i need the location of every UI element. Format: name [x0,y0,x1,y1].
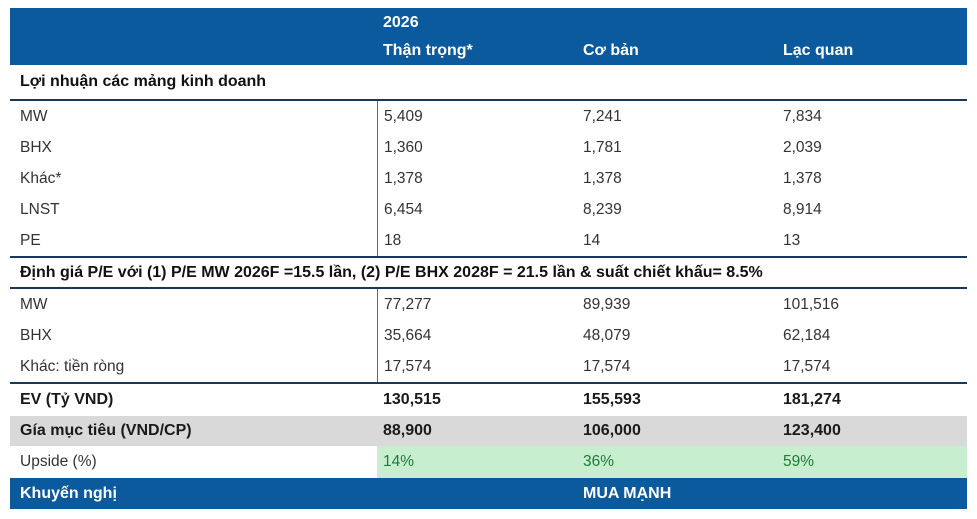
header-col-optimistic: Lạc quan [783,42,854,59]
row-label: Gía mục tiêu (VND/CP) [20,422,192,439]
spacer [377,478,577,509]
table-row-lnst: LNST 6,454 8,239 8,914 [10,194,967,225]
recommendation-label: Khuyến nghị [20,484,117,502]
table-row-upside: Upside (%) 14% 36% 59% [10,446,967,478]
row-label: Khác* [20,169,62,187]
row-value: 35,664 [377,320,577,351]
row-value: 1,360 [377,132,577,163]
row-value: 1,378 [583,169,622,187]
section-title-valuation: Định giá P/E với (1) P/E MW 2026F =15.5 … [10,256,967,289]
table-row-net-cash: Khác: tiền ròng 17,574 17,574 17,574 [10,351,967,382]
row-label: BHX [20,138,52,156]
row-value: 48,079 [583,326,631,344]
row-label: MW [20,295,48,313]
table-header: 2026 Thận trọng* Cơ bản Lạc quan [10,8,967,65]
table-row-ev: EV (Tỷ VND) 130,515 155,593 181,274 [10,382,967,416]
header-col-base: Cơ bản [583,42,639,59]
row-value: 17,574 [377,351,577,382]
row-value: 13 [783,231,801,249]
row-value: 7,834 [783,107,822,125]
row-label: PE [20,231,41,249]
row-value: 17,574 [783,357,831,375]
row-value: 77,277 [377,289,577,320]
row-value: 7,241 [583,107,622,125]
table-row-bhx: BHX 1,360 1,781 2,039 [10,132,967,163]
upside-value: 14% [377,446,577,478]
row-value: 17,574 [583,357,631,375]
row-value: 2,039 [783,138,822,156]
row-value: 106,000 [583,422,641,439]
table-row-mw: MW 5,409 7,241 7,834 [10,101,967,132]
table-row-target-price: Gía mục tiêu (VND/CP) 88,900 106,000 123… [10,416,967,446]
row-value: 6,454 [377,194,577,225]
table-row-pe: PE 18 14 13 [10,225,967,256]
row-value: 181,274 [783,391,841,408]
upside-value: 36% [577,446,777,478]
recommendation-value: MUA MẠNH [583,484,672,502]
spacer [777,478,967,509]
row-value: 155,593 [583,391,641,408]
row-value: 130,515 [383,391,441,408]
row-value: 123,400 [783,422,841,439]
row-value: 18 [377,225,577,256]
row-label: LNST [20,200,60,218]
row-label: EV (Tỷ VND) [20,391,114,408]
valuation-table: 2026 Thận trọng* Cơ bản Lạc quan Lợi nhu… [10,8,967,509]
row-value: 101,516 [783,295,840,313]
upside-value: 59% [777,446,967,478]
row-label: Khác: tiền ròng [20,357,125,375]
row-value: 5,409 [377,101,577,132]
section-title-profit: Lợi nhuận các mảng kinh doanh [10,65,967,101]
recommendation-row: Khuyến nghị MUA MẠNH [10,478,967,509]
row-value: 8,914 [783,200,822,218]
row-value: 1,781 [583,138,622,156]
row-value: 1,378 [377,163,577,194]
header-col-conservative: Thận trọng* [383,42,473,59]
row-label: MW [20,107,48,125]
row-label: Upside (%) [20,453,97,470]
header-year: 2026 [383,13,419,31]
row-value: 1,378 [783,169,822,187]
row-value: 8,239 [583,200,622,218]
row-value: 14 [583,231,601,249]
table-row-bhx-val: BHX 35,664 48,079 62,184 [10,320,967,351]
row-value: 89,939 [583,295,631,313]
row-value: 62,184 [783,326,831,344]
table-row-khac: Khác* 1,378 1,378 1,378 [10,163,967,194]
row-label: BHX [20,326,52,344]
row-value: 88,900 [383,422,432,439]
table-row-mw-val: MW 77,277 89,939 101,516 [10,289,967,320]
